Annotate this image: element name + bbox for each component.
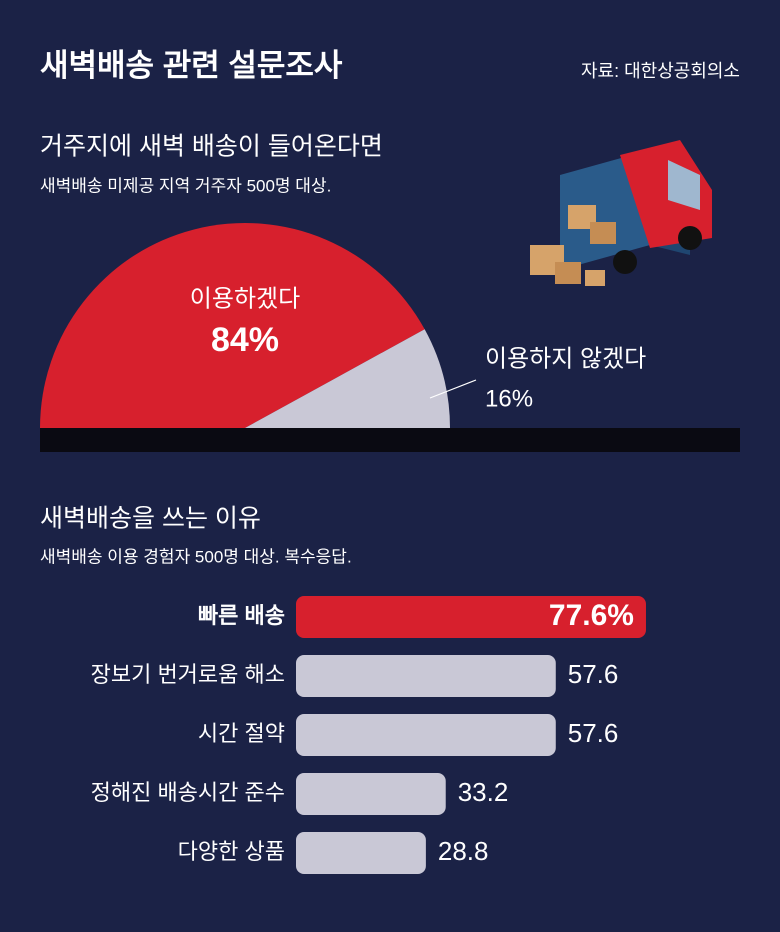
source: 자료: 대한상공회의소: [581, 61, 740, 81]
bar-label: 장보기 번거로움 해소: [91, 662, 285, 687]
bar-label: 빠른 배송: [198, 603, 285, 628]
page-title: 새벽배송 관련 설문조사: [40, 48, 343, 83]
pie-slice: [40, 222, 425, 428]
bar: [296, 832, 426, 874]
bar-value: 33.2: [458, 777, 509, 807]
pie-slice: [245, 329, 450, 428]
bar-value: 57.6: [568, 659, 619, 689]
bar: [296, 714, 556, 756]
bar-value: 28.8: [438, 836, 489, 866]
chart-subtitle: 새벽배송 이용 경험자 500명 대상. 복수응답.: [40, 547, 352, 566]
bar-label: 다양한 상품: [178, 839, 285, 864]
bar-label: 정해진 배송시간 준수: [91, 780, 285, 805]
slice-label: 이용하겠다: [190, 285, 300, 312]
slice-value: 84%: [211, 321, 279, 359]
bar: [296, 773, 446, 815]
chart-title: 거주지에 새벽 배송이 들어온다면: [40, 133, 383, 161]
slice-label: 이용하지 않겠다: [485, 345, 646, 372]
bar-label: 시간 절약: [198, 721, 285, 746]
slice-value: 16%: [485, 385, 533, 412]
bar: [296, 655, 556, 697]
bar-value: 57.6: [568, 718, 619, 748]
leader-line: [429, 379, 477, 399]
pie-base: [40, 428, 740, 452]
chart-title: 새벽배송을 쓰는 이유: [40, 505, 261, 533]
chart-subtitle: 새벽배송 미제공 지역 거주자 500명 대상.: [40, 176, 331, 195]
bar-value: 77.6%: [549, 599, 634, 632]
bar: [296, 596, 646, 638]
truck-illustration: [530, 140, 712, 286]
